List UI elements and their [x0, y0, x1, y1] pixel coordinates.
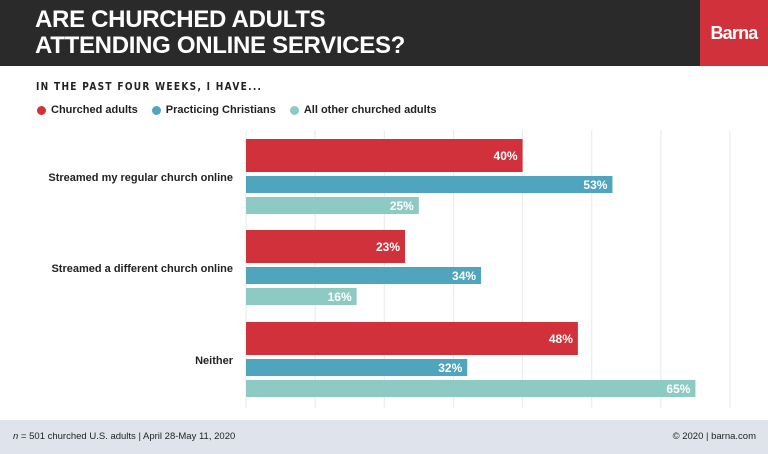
sample-note: n = 501 churched U.S. adults | April 28-…: [13, 431, 235, 442]
data-label: 32%: [438, 361, 462, 375]
sample-text: = 501 churched U.S. adults | April 28-Ma…: [18, 431, 236, 442]
title-line-1: ARE CHURCHED ADULTS: [35, 6, 326, 33]
bar: [246, 139, 523, 172]
data-label: 40%: [494, 149, 518, 163]
data-label: 23%: [376, 240, 400, 254]
barna-logo: Barna: [700, 0, 768, 66]
data-label: 16%: [328, 290, 352, 304]
legend: Churched adults Practicing Christians Al…: [37, 104, 436, 116]
bar: [246, 359, 468, 376]
data-label: 34%: [452, 269, 476, 283]
footer: n = 501 churched U.S. adults | April 28-…: [0, 420, 768, 454]
data-label: 65%: [666, 382, 690, 396]
category-label: Streamed my regular church online: [48, 172, 233, 184]
bar: [246, 288, 357, 305]
title-line-2: ATTENDING ONLINE SERVICES?: [35, 32, 406, 59]
chart-title: IN THE PAST FOUR WEEKS, I HAVE...: [36, 80, 263, 93]
legend-label: All other churched adults: [303, 104, 437, 116]
page-title: ARE CHURCHED ADULTS ATTENDING ONLINE SER…: [35, 7, 405, 59]
category-label: Neither: [195, 355, 234, 367]
data-label: 48%: [549, 332, 573, 346]
category-label: Streamed a different church online: [51, 263, 233, 275]
header: ARE CHURCHED ADULTS ATTENDING ONLINE SER…: [0, 0, 768, 66]
legend-label: Churched adults: [51, 104, 138, 116]
legend-item: Churched adults: [37, 104, 138, 116]
legend-dot-icon: [289, 105, 299, 115]
bar: [246, 322, 578, 355]
bar: [246, 197, 419, 214]
legend-dot-icon: [37, 105, 46, 115]
bar: [246, 230, 406, 263]
legend-item: All other churched adults: [289, 104, 437, 116]
data-label: 25%: [390, 199, 414, 213]
n-label: n: [13, 431, 19, 442]
legend-dot-icon: [151, 105, 161, 115]
legend-label: Practicing Christians: [165, 104, 276, 116]
copyright: © 2020 | barna.com: [672, 431, 756, 442]
data-label: 53%: [583, 178, 607, 192]
bar: [246, 380, 696, 397]
legend-item: Practicing Christians: [151, 104, 276, 116]
bar: [246, 267, 482, 284]
bar: [246, 176, 613, 193]
